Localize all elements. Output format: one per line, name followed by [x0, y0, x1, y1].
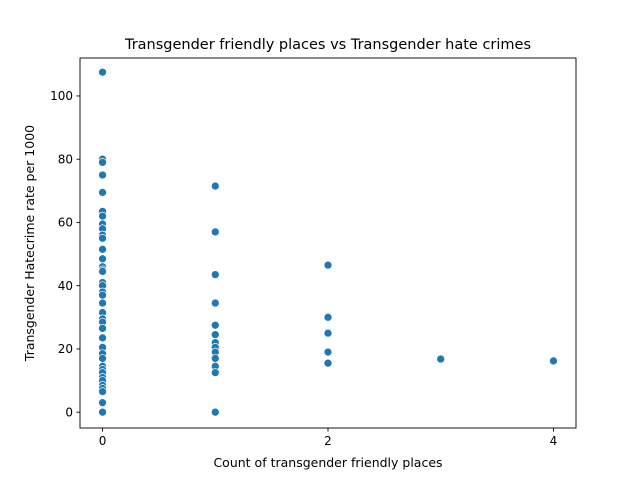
y-tick-label: 0: [65, 405, 73, 419]
data-point: [323, 347, 333, 357]
data-point: [98, 170, 107, 180]
data-point: [98, 354, 107, 363]
data-point: [98, 211, 107, 221]
data-point: [210, 407, 220, 417]
data-point: [323, 358, 333, 368]
x-axis: 0 2 4: [99, 428, 558, 448]
data-point: [98, 290, 107, 300]
x-tick-label: 2: [324, 434, 332, 448]
y-tick-label: 60: [58, 216, 73, 230]
data-point: [98, 233, 107, 243]
y-tick-label: 80: [58, 152, 73, 166]
data-point: [98, 407, 107, 417]
data-point: [323, 260, 333, 270]
data-point: [210, 298, 220, 308]
data-point: [98, 254, 107, 264]
x-axis-label: Count of transgender friendly places: [213, 455, 442, 470]
data-point: [210, 270, 220, 279]
chart-title: Transgender friendly places vs Transgend…: [124, 37, 531, 53]
data-point: [210, 181, 220, 191]
plot-frame: [79, 57, 577, 429]
data-point: [210, 354, 220, 363]
data-point: [210, 320, 220, 330]
data-point: [98, 324, 107, 333]
y-tick-label: 40: [58, 279, 73, 293]
data-point: [98, 333, 107, 343]
y-axis: 0 20 40 60 80 100: [50, 89, 80, 419]
data-point: [98, 67, 107, 77]
data-point: [323, 328, 333, 338]
data-point: [323, 312, 333, 322]
data-point: [549, 356, 558, 366]
y-axis-label: Transgender Hatecrime rate per 1000: [22, 125, 37, 362]
data-point: [98, 244, 107, 254]
data-point: [210, 330, 220, 340]
data-point: [210, 368, 220, 378]
data-points: [98, 67, 558, 417]
data-point: [436, 354, 446, 364]
data-point: [210, 227, 220, 237]
data-point: [98, 387, 107, 396]
data-point: [98, 158, 107, 167]
data-point: [98, 398, 107, 408]
x-tick-label: 4: [550, 434, 558, 448]
data-point: [98, 267, 107, 276]
data-point: [98, 188, 107, 197]
data-point: [98, 298, 107, 308]
y-tick-label: 100: [50, 89, 73, 103]
y-tick-label: 20: [58, 342, 73, 356]
x-tick-label: 0: [99, 434, 107, 448]
